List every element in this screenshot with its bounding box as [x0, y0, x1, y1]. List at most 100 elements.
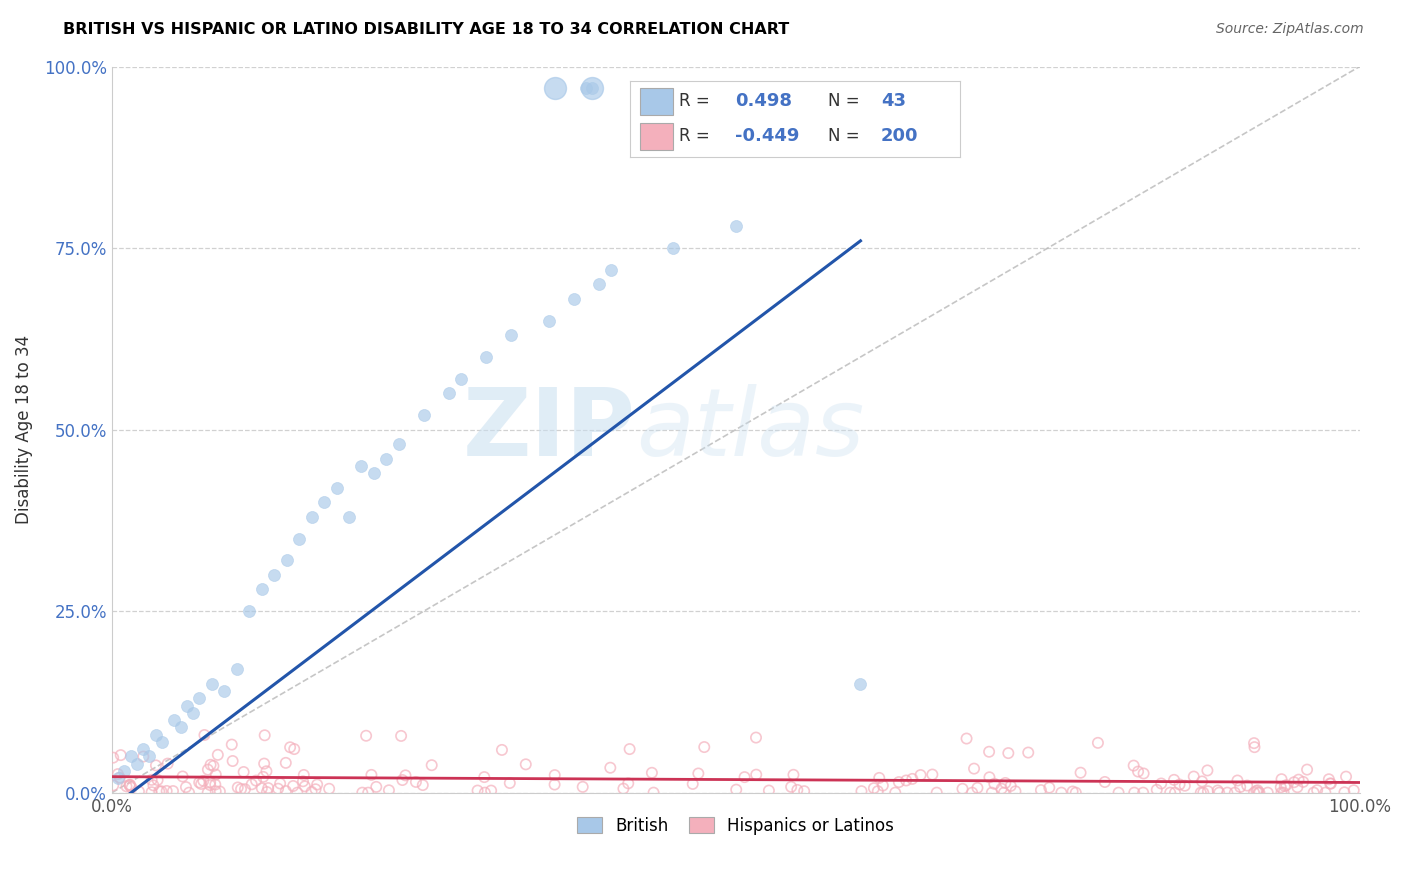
Point	[1270, 780, 1292, 795]
Point	[983, 777, 1005, 791]
Point	[467, 783, 489, 797]
Point	[1108, 786, 1130, 800]
Point	[301, 785, 323, 799]
Point	[285, 786, 308, 800]
Point	[278, 740, 301, 755]
Point	[643, 786, 665, 800]
Point	[226, 780, 249, 795]
Point	[148, 784, 170, 798]
Point	[491, 743, 513, 757]
Point	[868, 771, 890, 785]
Point	[198, 778, 221, 792]
Point	[1150, 776, 1173, 790]
Point	[725, 782, 748, 797]
Point	[724, 219, 747, 234]
Point	[257, 780, 280, 795]
Point	[993, 786, 1015, 800]
Point	[1122, 758, 1144, 772]
Point	[1247, 786, 1270, 800]
Point	[1319, 776, 1341, 790]
Point	[375, 451, 398, 466]
Point	[190, 777, 212, 791]
Point	[1168, 777, 1191, 791]
Point	[872, 779, 894, 793]
Point	[581, 81, 603, 95]
Point	[1126, 764, 1149, 779]
Point	[363, 466, 385, 480]
Point	[240, 777, 263, 791]
Point	[267, 781, 290, 796]
Point	[977, 745, 1000, 759]
Point	[1270, 772, 1292, 787]
Point	[150, 784, 173, 798]
Point	[103, 778, 125, 792]
Text: atlas: atlas	[636, 384, 865, 475]
Point	[1000, 779, 1022, 793]
Point	[1164, 786, 1187, 800]
Point	[1246, 784, 1268, 798]
Point	[499, 776, 522, 790]
Point	[955, 731, 977, 746]
Point	[325, 481, 347, 495]
Point	[1292, 775, 1315, 789]
Point	[283, 742, 305, 756]
Point	[352, 786, 374, 800]
Point	[181, 706, 204, 720]
Point	[276, 553, 298, 567]
Point	[866, 784, 889, 798]
Point	[475, 350, 498, 364]
Point	[208, 784, 231, 798]
Point	[207, 747, 229, 762]
Point	[221, 738, 243, 752]
Point	[301, 509, 323, 524]
Point	[1123, 786, 1146, 800]
Point	[849, 677, 872, 691]
Point	[163, 713, 186, 727]
Point	[132, 742, 155, 756]
Point	[232, 764, 254, 779]
Point	[177, 786, 200, 800]
Point	[1320, 776, 1343, 790]
Point	[994, 776, 1017, 790]
Point	[197, 763, 219, 777]
Point	[1317, 772, 1340, 787]
Point	[118, 779, 141, 793]
Point	[599, 761, 621, 775]
Point	[571, 780, 593, 794]
Point	[1229, 780, 1251, 794]
Point	[780, 780, 803, 794]
Point	[169, 720, 191, 734]
Point	[1223, 786, 1246, 800]
Point	[1270, 786, 1292, 800]
Point	[1132, 786, 1154, 800]
Point	[474, 786, 496, 800]
Point	[420, 758, 443, 772]
Point	[921, 767, 943, 781]
Point	[294, 780, 316, 794]
Point	[745, 767, 768, 781]
Point	[1087, 736, 1109, 750]
Point	[1029, 783, 1052, 797]
Legend: British, Hispanics or Latinos: British, Hispanics or Latinos	[578, 817, 894, 835]
Point	[662, 241, 685, 255]
Point	[1282, 775, 1305, 789]
Point	[212, 684, 235, 698]
Point	[198, 775, 221, 789]
Point	[145, 758, 167, 772]
Point	[990, 781, 1012, 796]
Point	[910, 768, 932, 782]
Point	[1315, 786, 1337, 800]
Point	[304, 782, 326, 797]
Point	[472, 770, 495, 784]
Point	[378, 783, 401, 797]
Point	[412, 408, 434, 422]
Point	[1302, 786, 1324, 800]
Point	[366, 780, 388, 794]
Point	[250, 582, 273, 597]
Point	[233, 782, 256, 797]
Point	[537, 314, 560, 328]
Point	[1062, 784, 1084, 798]
Point	[884, 786, 907, 800]
Point	[318, 781, 340, 796]
Point	[1275, 778, 1298, 792]
